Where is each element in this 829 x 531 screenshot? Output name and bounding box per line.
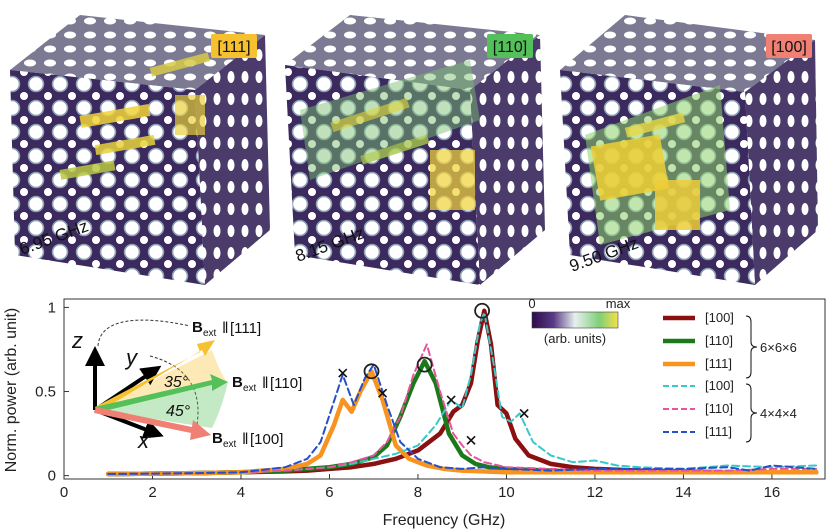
b-direction-110: [110] xyxy=(270,375,302,392)
b-parallel-symbol: ‖ xyxy=(242,431,249,448)
series-layer xyxy=(105,308,819,477)
inset-wedge-45 xyxy=(95,382,228,428)
inset-wedge-35 xyxy=(95,350,228,410)
b-arrow-100 xyxy=(94,407,211,440)
panel-111: [111] 6.95 GHz xyxy=(10,15,270,285)
b-arrow-111 xyxy=(95,340,215,413)
legend-brace-6x6x6: 6×6×6 xyxy=(745,315,797,379)
y-tick-label: 0 xyxy=(48,468,56,485)
b-symbol: B xyxy=(212,430,223,447)
colorbar-units-label: (arb. units) xyxy=(544,331,606,346)
field-hotspot-111 xyxy=(59,52,211,180)
b-parallel-symbol: ‖ xyxy=(222,320,229,337)
marker-layer xyxy=(338,302,529,445)
field-direction-inset: z y x 35° 45° B ext ‖ [111] B ext ‖ [110… xyxy=(71,319,302,453)
legend: 6×6×6 4×4×4 [100] [110] [111] [100] [110] [11… xyxy=(663,310,797,443)
legend-brace-4x4x4: 4×4×4 xyxy=(745,383,797,443)
inset-axis-x: x xyxy=(137,428,150,453)
cross-marker xyxy=(377,388,388,398)
b-label-110: B ext ‖ [110] xyxy=(232,374,302,394)
b-subscript: ext xyxy=(223,439,237,450)
legend-group-label: 6×6×6 xyxy=(760,340,797,355)
y-axis-ticks: 00.51 xyxy=(35,299,69,485)
x-tick-label: 14 xyxy=(675,484,692,501)
direction-badge-110: [110] xyxy=(487,34,533,58)
circle-marker xyxy=(474,302,491,319)
legend-label: [110] xyxy=(705,401,733,416)
y-axis-label: Norm. power (arb. unit) xyxy=(3,308,20,473)
b-symbol: B xyxy=(232,374,243,391)
b-subscript: ext xyxy=(203,328,217,339)
b-label-100: B ext ‖ [100] xyxy=(212,430,283,450)
colorbar-gradient xyxy=(531,311,619,329)
b-parallel-symbol: ‖ xyxy=(262,375,269,392)
power-spectrum-chart: 0 2 4 6 8 10 12 14 16 00.51 Frequency (GHz) Norm… xyxy=(3,296,826,529)
series-line-111-6x6x6 xyxy=(105,369,819,477)
direction-label-111: [111] xyxy=(217,39,250,56)
series-line-110-4x4x4 xyxy=(107,343,818,475)
legend-label: [100] xyxy=(705,310,734,325)
x-tick-label: 10 xyxy=(498,484,515,501)
x-tick-label: 6 xyxy=(325,484,333,501)
panel-100: [100] 9.50 GHz xyxy=(560,15,818,285)
cross-marker xyxy=(446,395,456,405)
legend-group-label: 4×4×4 xyxy=(760,406,797,421)
colorbar-min-label: 0 xyxy=(528,296,535,311)
x-tick-label: 16 xyxy=(764,484,781,501)
plot-frame xyxy=(63,298,826,480)
cross-marker xyxy=(519,408,529,418)
x-axis-ticks: 0 2 4 6 8 10 12 14 16 xyxy=(60,474,780,501)
panel-110: [110] 8.15 GHz xyxy=(285,15,545,285)
b-direction-111: [111] xyxy=(230,320,261,337)
field-maps-panel: [111] 6.95 GHz [110] 8.15 GHz xyxy=(10,15,818,285)
inset-angle-35: 35° xyxy=(164,374,189,391)
inset-axis-z: z xyxy=(71,328,83,353)
inset-dashed-arc xyxy=(149,355,199,436)
y-tick-label: 1 xyxy=(48,299,56,316)
x-tick-label: 4 xyxy=(237,484,245,501)
x-tick-label: 12 xyxy=(587,484,604,501)
legend-label: [110] xyxy=(705,333,733,348)
b-direction-100: [100] xyxy=(250,431,283,448)
x-axis-label: Frequency (GHz) xyxy=(383,512,506,529)
circle-marker xyxy=(416,356,433,373)
inset-angle-45: 45° xyxy=(166,403,191,420)
y-tick-label: 0.5 xyxy=(35,384,56,401)
inset-dashed-arc xyxy=(97,319,191,347)
field-hotspot-110 xyxy=(300,60,480,210)
direction-badge-100: [100] xyxy=(766,34,812,58)
inset-axis-y: y xyxy=(124,345,139,370)
circle-marker xyxy=(363,363,380,380)
b-label-111: B ext ‖ [111] xyxy=(192,319,261,339)
field-hotspot-100 xyxy=(585,85,730,245)
cross-marker xyxy=(338,368,348,378)
b-symbol: B xyxy=(192,319,203,336)
b-subscript: ext xyxy=(243,383,257,394)
series-line-111-4x4x4 xyxy=(107,363,818,475)
colorbar-max-label: max xyxy=(606,296,631,311)
direction-label-110: [110] xyxy=(493,39,527,56)
legend-label: [111] xyxy=(705,356,732,371)
x-tick-label: 2 xyxy=(148,484,156,501)
direction-label-100: [100] xyxy=(771,39,807,56)
b-arrow-110 xyxy=(95,374,228,413)
cross-marker xyxy=(466,435,476,445)
x-tick-label: 8 xyxy=(414,484,422,501)
legend-label: [111] xyxy=(705,424,732,439)
x-tick-label: 0 xyxy=(60,484,68,501)
legend-label: [100] xyxy=(705,378,734,393)
direction-badge-111: [111] xyxy=(211,34,257,58)
colorbar: 0 max (arb. units) xyxy=(528,296,630,346)
